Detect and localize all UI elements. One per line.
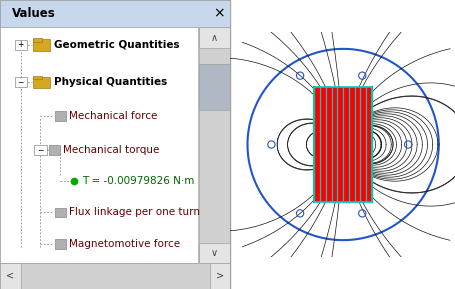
Bar xyxy=(199,27,230,263)
Text: Flux linkage per one turn: Flux linkage per one turn xyxy=(69,208,200,217)
Bar xyxy=(199,64,230,110)
Text: Mechanical torque: Mechanical torque xyxy=(63,145,159,155)
Bar xyxy=(0,27,197,263)
Bar xyxy=(33,39,50,51)
Bar xyxy=(15,40,27,50)
Bar xyxy=(15,77,27,87)
Text: Values: Values xyxy=(11,7,55,20)
Text: −: − xyxy=(37,146,43,155)
Bar xyxy=(209,263,230,289)
Bar xyxy=(55,111,66,121)
Bar xyxy=(34,145,46,155)
Bar xyxy=(33,76,41,79)
Bar xyxy=(199,27,230,48)
Bar xyxy=(33,77,50,88)
Bar xyxy=(55,208,66,217)
Text: −: − xyxy=(17,78,24,87)
Bar xyxy=(33,38,41,42)
Text: Mechanical force: Mechanical force xyxy=(69,111,157,121)
Bar xyxy=(0,263,20,289)
Bar xyxy=(55,239,66,249)
Text: Physical Quantities: Physical Quantities xyxy=(54,77,167,87)
Bar xyxy=(314,87,371,202)
Text: ∨: ∨ xyxy=(211,248,217,258)
Text: <: < xyxy=(6,271,15,281)
Text: Magnetomotive force: Magnetomotive force xyxy=(69,239,180,249)
Bar xyxy=(49,145,60,155)
Text: +: + xyxy=(17,40,24,49)
Text: >: > xyxy=(215,271,223,281)
Text: ×: × xyxy=(212,7,224,21)
Bar xyxy=(0,263,230,289)
Text: ∧: ∧ xyxy=(211,33,217,42)
Text: T = -0.00979826 N·m: T = -0.00979826 N·m xyxy=(81,176,194,186)
Text: Geometric Quantities: Geometric Quantities xyxy=(54,40,179,50)
Bar xyxy=(314,87,371,202)
Bar xyxy=(0,0,230,27)
Bar xyxy=(199,243,230,263)
